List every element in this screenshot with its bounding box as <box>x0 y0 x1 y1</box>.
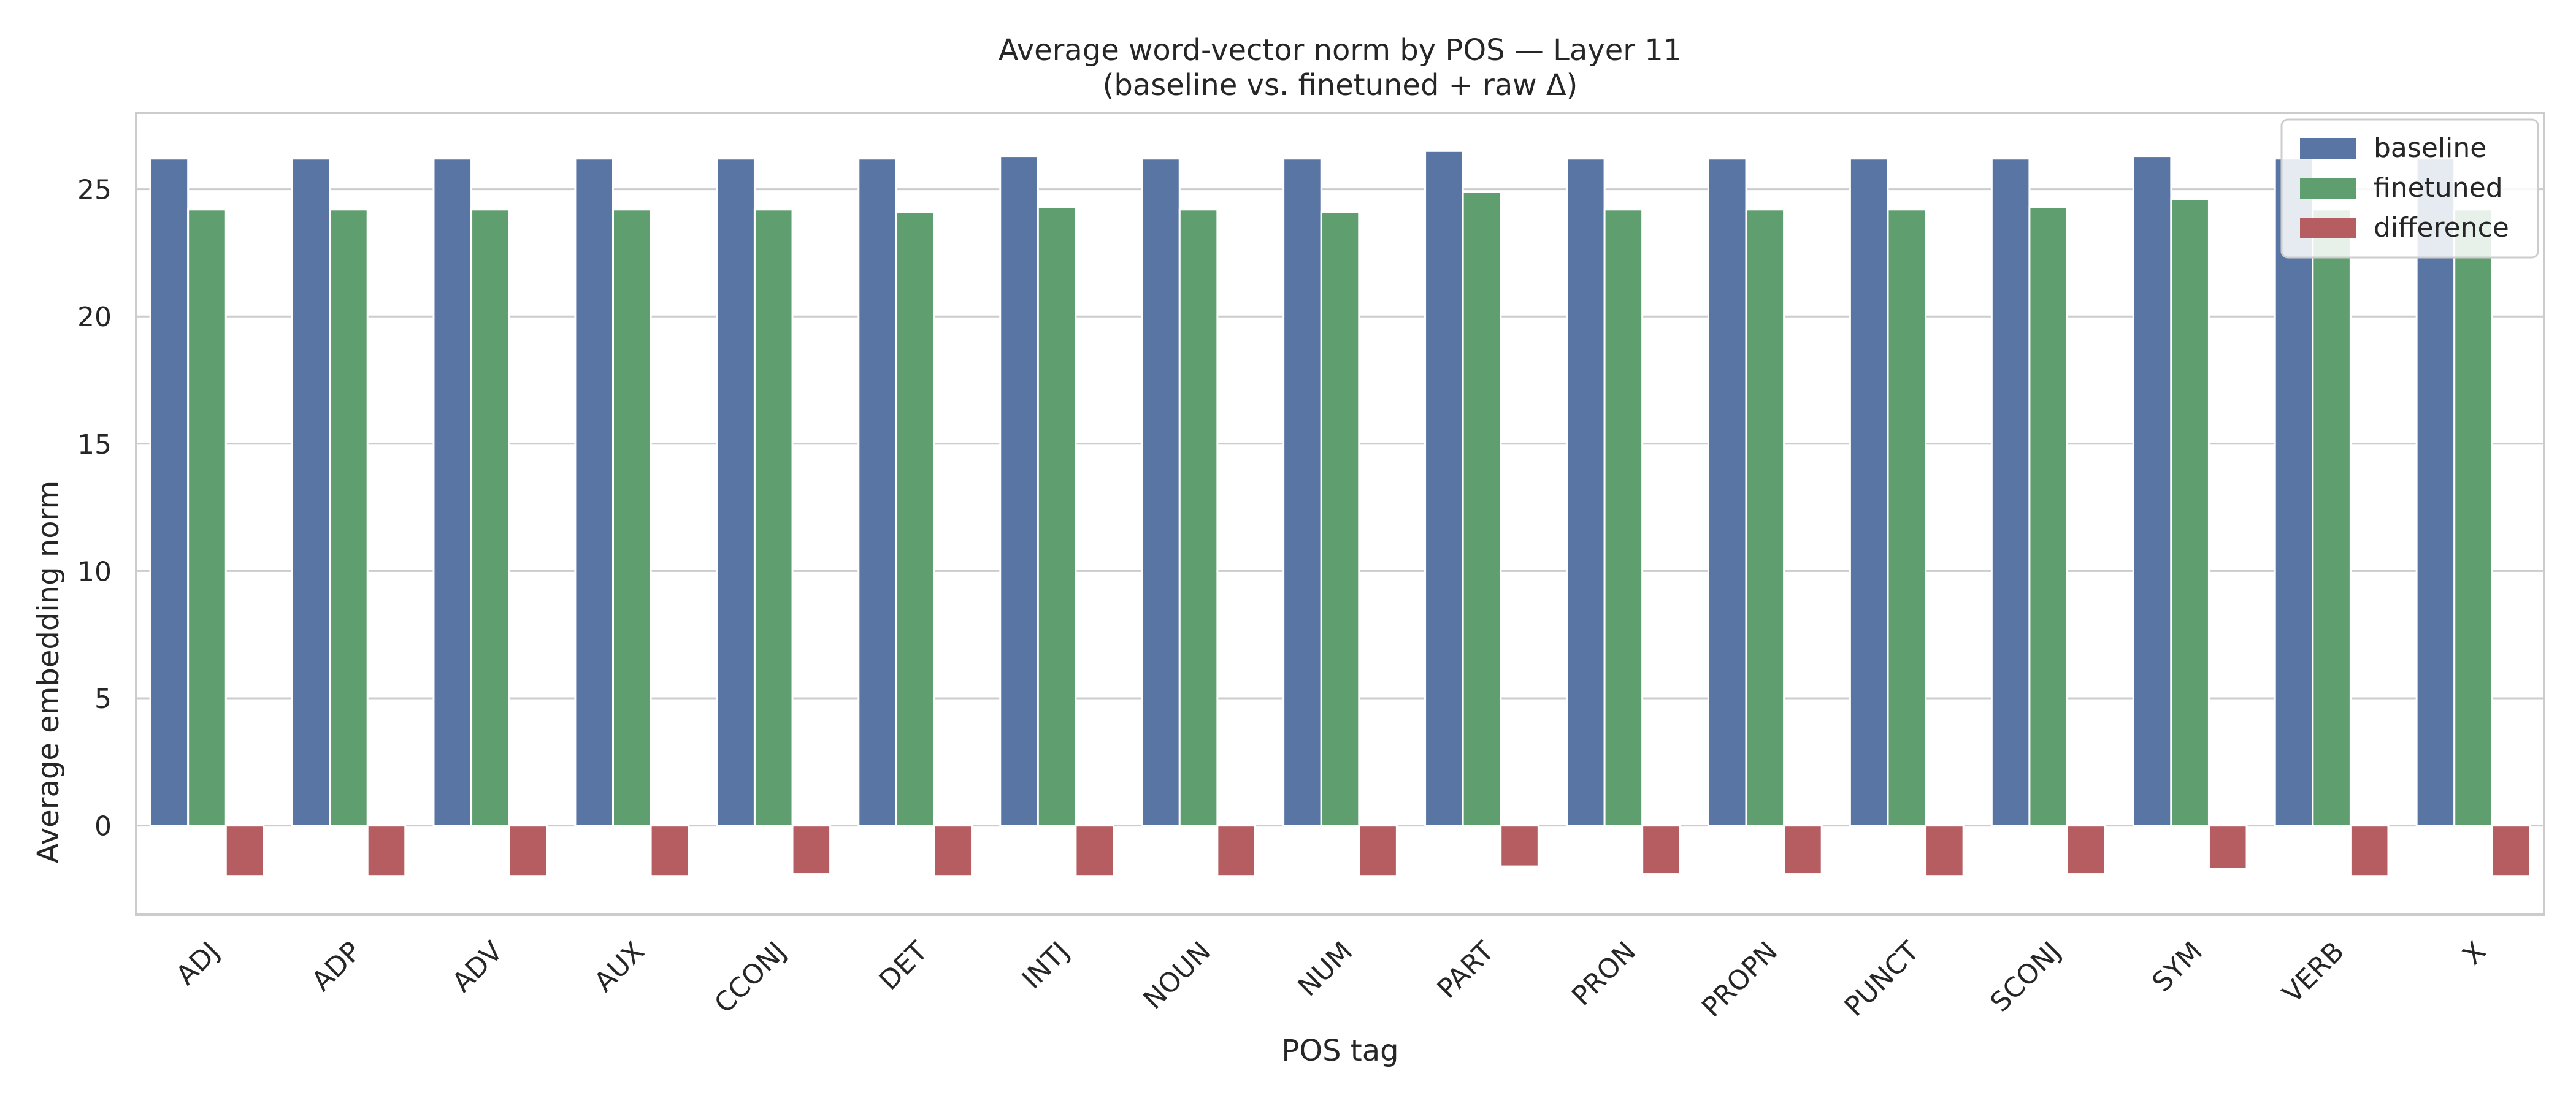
bar-finetuned-verb <box>2312 208 2352 827</box>
bar-finetuned-num <box>1320 211 1360 827</box>
bar-baseline-x <box>2415 158 2456 827</box>
bar-baseline-pron <box>1566 158 1606 827</box>
y-tick-label: 10 <box>77 556 112 587</box>
bar-difference-pron <box>1641 825 1681 875</box>
y-tick-label: 15 <box>77 429 112 460</box>
legend-swatch-finetuned <box>2300 178 2356 199</box>
bar-difference-punct <box>1925 825 1965 878</box>
bar-finetuned-adv <box>470 208 510 827</box>
chart-title: Average word-vector norm by POS — Layer … <box>999 33 1682 67</box>
bar-baseline-punct <box>1849 158 1889 827</box>
bar-difference-noun <box>1216 825 1256 878</box>
bar-finetuned-intj <box>1037 206 1077 827</box>
bar-baseline-part <box>1424 150 1464 827</box>
bar-finetuned-part <box>1462 191 1502 827</box>
bar-difference-num <box>1358 825 1398 878</box>
y-axis-label: Average embedding norm <box>31 481 66 864</box>
bar-difference-part <box>1500 825 1539 868</box>
legend: baseline finetuned difference <box>2280 118 2539 259</box>
y-tick-label: 20 <box>77 302 112 333</box>
bar-finetuned-propn <box>1745 208 1785 827</box>
bar-baseline-aux <box>574 158 615 827</box>
y-tick-label: 25 <box>77 175 112 206</box>
bar-baseline-verb <box>2274 158 2314 827</box>
bar-finetuned-det <box>895 211 935 827</box>
bar-finetuned-adp <box>329 208 369 827</box>
x-axis-label: POS tag <box>1281 1034 1398 1068</box>
legend-swatch-difference <box>2300 218 2356 238</box>
bar-baseline-sconj <box>1990 158 2031 827</box>
bar-finetuned-punct <box>1887 208 1927 827</box>
bar-difference-adj <box>224 825 265 878</box>
bar-difference-aux <box>650 825 690 878</box>
bar-baseline-intj <box>999 155 1039 827</box>
bar-baseline-propn <box>1707 158 1747 827</box>
legend-label-finetuned: finetuned <box>2374 172 2503 204</box>
y-ticks: 0 5 10 15 20 25 <box>77 175 112 842</box>
legend-swatch-baseline <box>2300 138 2356 159</box>
bar-difference-adp <box>366 825 407 878</box>
y-tick-label: 0 <box>94 811 112 842</box>
bar-difference-intj <box>1075 825 1114 878</box>
bar-difference-cconj <box>791 825 832 875</box>
bar-baseline-noun <box>1141 158 1181 827</box>
bar-finetuned-x <box>2453 208 2493 827</box>
legend-label-baseline: baseline <box>2374 132 2486 164</box>
bar-difference-sconj <box>2066 825 2106 875</box>
bar-difference-adv <box>508 825 548 878</box>
bar-baseline-adj <box>149 158 190 827</box>
bar-finetuned-noun <box>1178 208 1219 827</box>
bar-baseline-det <box>857 158 897 827</box>
bar-difference-verb <box>2349 825 2390 878</box>
bar-finetuned-sconj <box>2028 206 2068 827</box>
bar-baseline-num <box>1282 158 1322 827</box>
bar-finetuned-sym <box>2170 198 2210 827</box>
legend-label-difference: difference <box>2374 212 2509 243</box>
bar-finetuned-cconj <box>753 208 794 827</box>
chart-subtitle: (baseline vs. finetuned + raw Δ) <box>1103 68 1578 102</box>
bar-finetuned-pron <box>1603 208 1644 827</box>
bar-difference-det <box>933 825 973 878</box>
bar-baseline-sym <box>2132 155 2172 827</box>
bars <box>149 150 2531 878</box>
bar-baseline-adp <box>291 158 331 827</box>
plot-frame <box>135 112 2545 916</box>
bar-difference-propn <box>1783 825 1823 875</box>
bar-difference-sym <box>2207 825 2248 870</box>
bar-baseline-cconj <box>716 158 756 827</box>
bar-finetuned-aux <box>612 208 652 827</box>
bar-finetuned-adj <box>187 208 227 827</box>
bar-difference-x <box>2491 825 2531 878</box>
y-tick-label: 5 <box>94 684 112 715</box>
bar-baseline-adv <box>432 158 473 827</box>
